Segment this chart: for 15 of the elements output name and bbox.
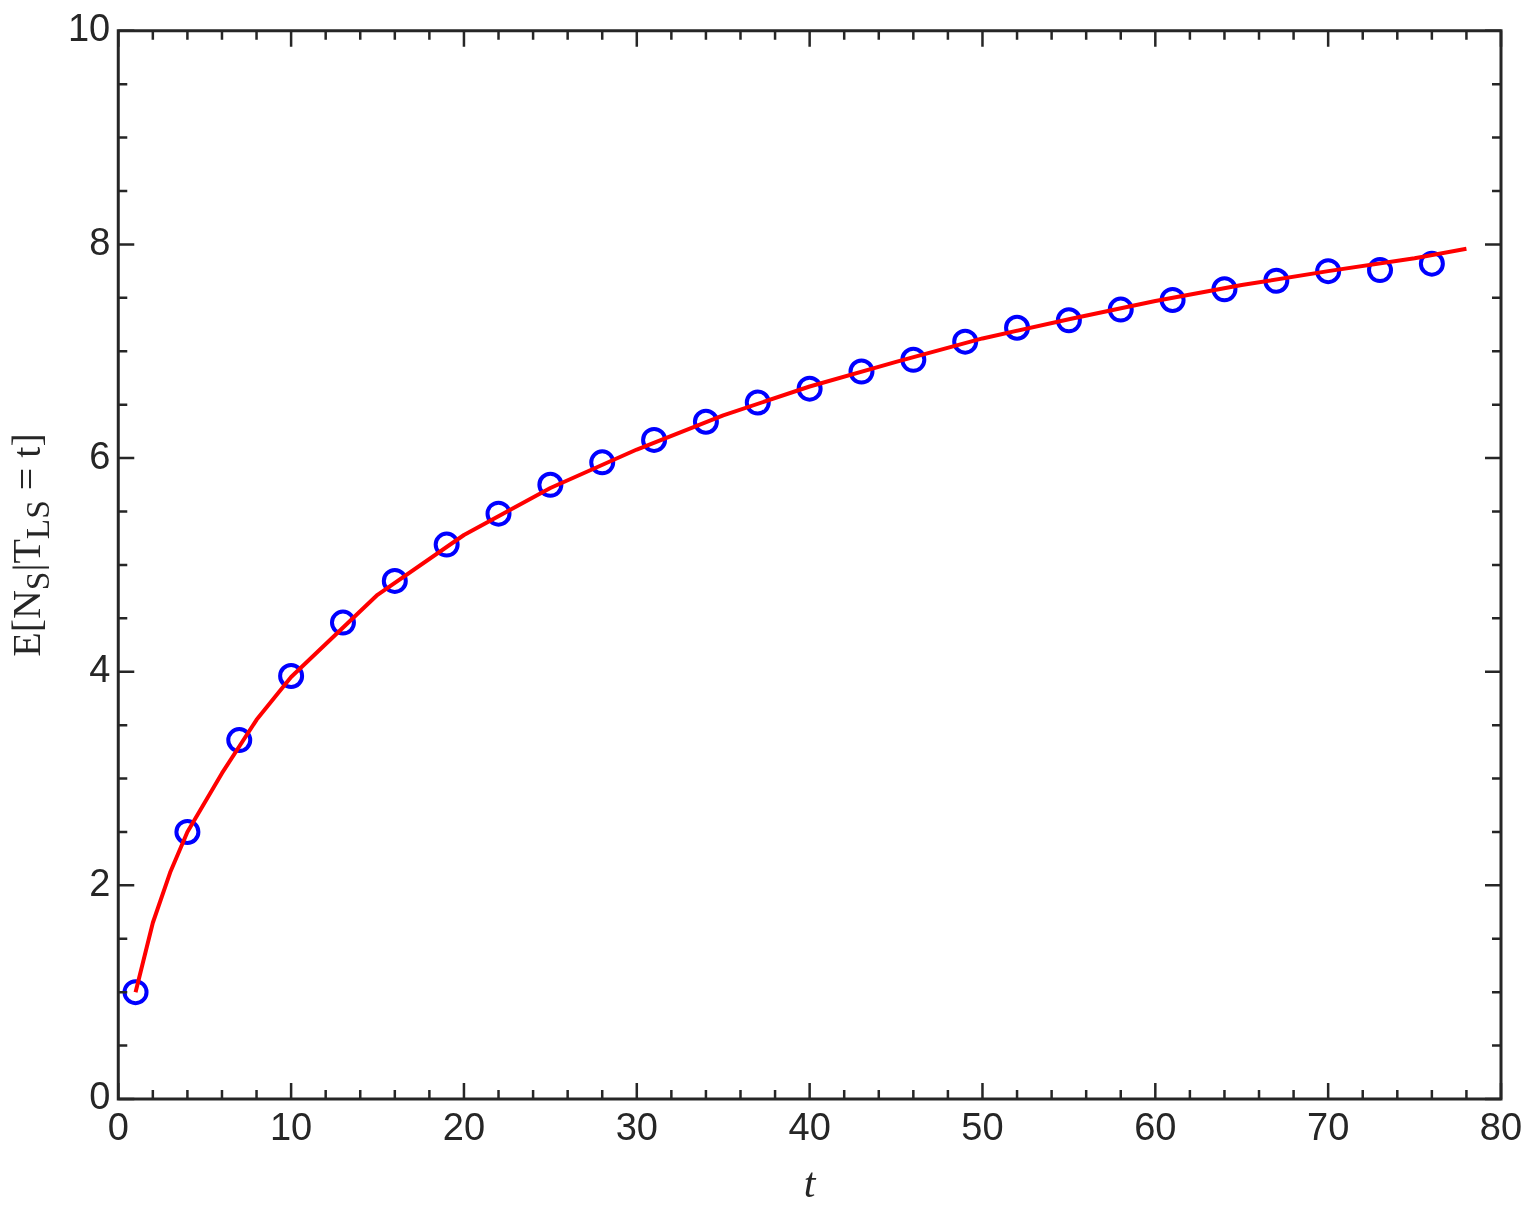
y-tick-label: 0 [89,1075,111,1118]
x-tick-label: 70 [1307,1106,1350,1149]
x-tick-label: 50 [961,1106,1004,1149]
x-axis-title: t [803,1159,817,1206]
x-tick-label: 10 [269,1106,313,1149]
y-tick-label: 4 [89,648,111,691]
x-tick-label: 40 [788,1106,831,1149]
y-tick-label: 6 [89,434,111,477]
x-tick-label: 60 [1134,1106,1177,1149]
x-tick-label: 80 [1479,1106,1523,1149]
x-tick-label: 30 [615,1106,658,1149]
x-tick-label: 20 [442,1106,486,1149]
y-tick-label: 10 [67,7,111,50]
y-tick-label: 8 [89,220,111,263]
y-tick-label: 2 [89,861,111,904]
